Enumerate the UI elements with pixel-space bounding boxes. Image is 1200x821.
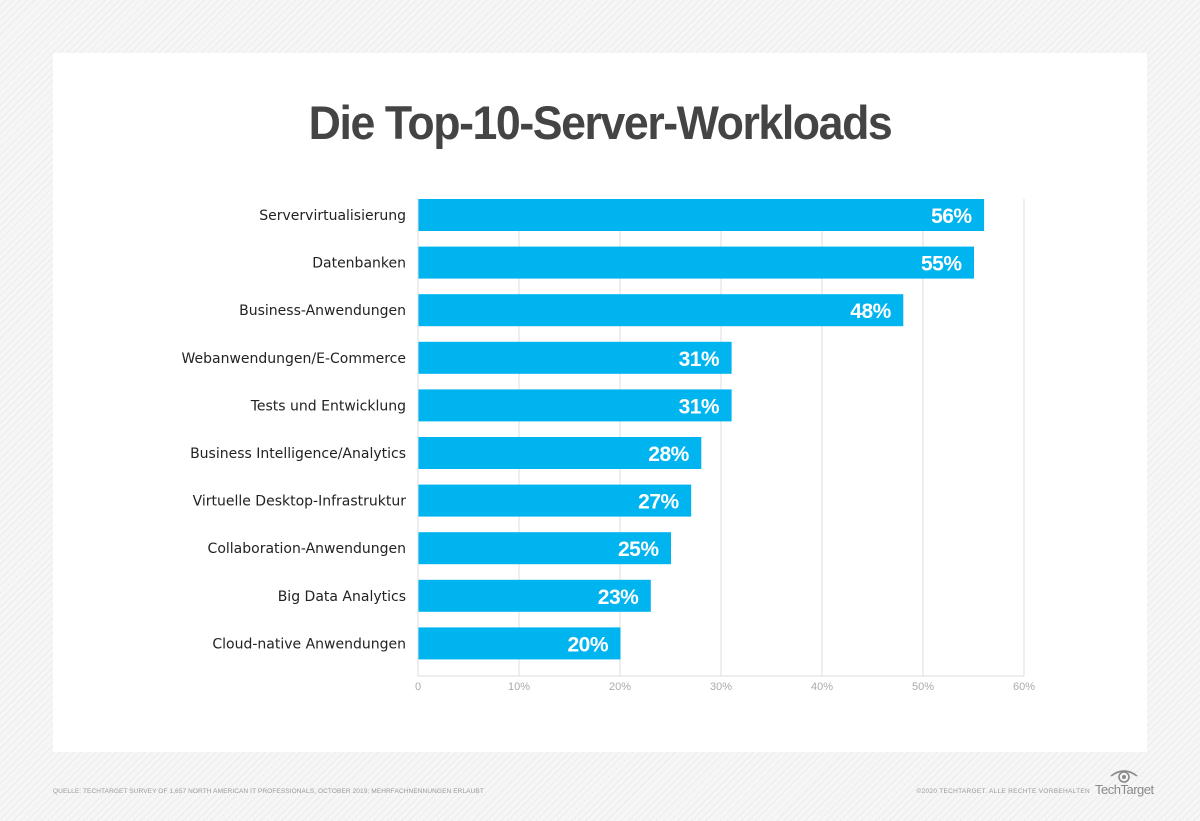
bar xyxy=(418,627,621,660)
bar xyxy=(418,389,732,422)
bar xyxy=(418,199,985,231)
copyright-note: ©2020 TECHTARGET. ALLE RECHTE VORBEHALTE… xyxy=(916,788,1090,795)
category-label: Cloud-native Anwendungen xyxy=(212,636,406,652)
value-label: 20% xyxy=(567,633,608,656)
value-label: 25% xyxy=(618,538,659,561)
x-tick-label: 60% xyxy=(1013,681,1035,693)
x-tick-label: 20% xyxy=(609,681,631,693)
chart-title: Die Top-10-Server-Workloads xyxy=(308,96,893,149)
value-label: 28% xyxy=(648,443,689,466)
category-label: Tests und Entwicklung xyxy=(250,398,406,414)
bar xyxy=(418,532,671,565)
bar xyxy=(418,437,702,469)
value-label: 27% xyxy=(638,491,679,514)
bar xyxy=(418,484,692,517)
value-label: 31% xyxy=(679,348,720,371)
bar xyxy=(418,579,651,612)
category-label: Servervirtualisierung xyxy=(259,208,406,224)
category-label: Business-Anwendungen xyxy=(239,303,406,319)
category-label: Collaboration-Anwendungen xyxy=(208,541,406,557)
eye-icon xyxy=(1110,770,1138,783)
value-label: 23% xyxy=(598,586,639,609)
x-tick-label: 50% xyxy=(912,681,934,693)
source-note: QUELLE: TECHTARGET SURVEY OF 1,657 NORTH… xyxy=(53,788,484,795)
value-label: 55% xyxy=(921,253,962,276)
brand-name: TechTarget xyxy=(1095,782,1154,797)
brand-logo: TechTarget xyxy=(1095,768,1155,798)
x-tick-label: 10% xyxy=(508,681,530,693)
category-label: Datenbanken xyxy=(312,256,406,272)
value-label: 56% xyxy=(931,205,972,228)
bar xyxy=(418,341,732,374)
category-label: Business Intelligence/Analytics xyxy=(190,446,406,462)
bar xyxy=(418,246,974,279)
x-tick-label: 0 xyxy=(415,681,421,693)
bar xyxy=(418,294,904,327)
category-label: Webanwendungen/E-Commerce xyxy=(181,351,406,367)
x-tick-label: 30% xyxy=(710,681,732,693)
x-tick-label: 40% xyxy=(811,681,833,693)
value-label: 48% xyxy=(850,300,891,323)
category-label: Big Data Analytics xyxy=(278,589,406,605)
category-label: Virtuelle Desktop-Infrastruktur xyxy=(193,494,407,510)
value-label: 31% xyxy=(679,395,720,418)
